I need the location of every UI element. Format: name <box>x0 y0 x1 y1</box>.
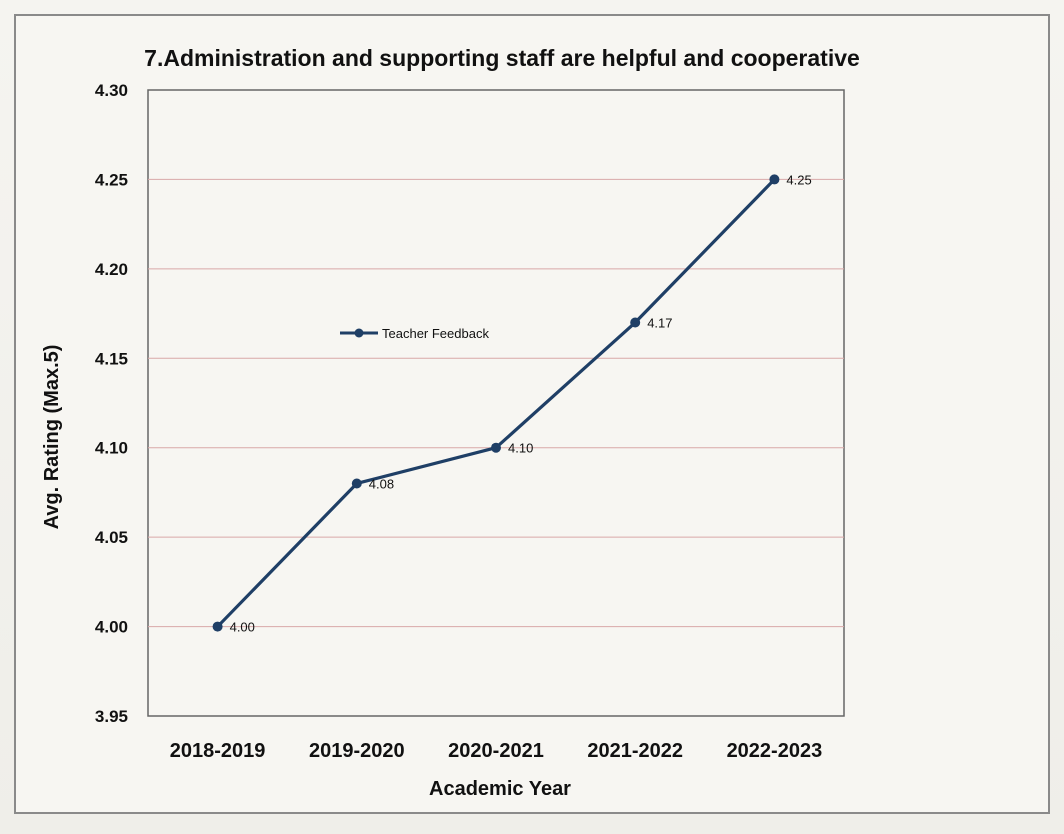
x-tick-label: 2021-2022 <box>587 740 683 762</box>
y-axis-ticks: 3.95 4.00 4.05 4.10 4.15 4.20 4.25 4.30 <box>95 81 128 726</box>
data-point <box>351 478 362 489</box>
legend-label: Teacher Feedback <box>382 326 489 341</box>
y-tick-label: 3.95 <box>95 707 128 726</box>
x-tick-label: 2019-2020 <box>309 740 405 762</box>
y-tick-label: 4.00 <box>95 618 128 637</box>
y-axis-title: Avg. Rating (Max.5) <box>41 345 63 530</box>
series-line <box>216 178 776 628</box>
data-label: 4.00 <box>230 620 255 635</box>
x-tick-label: 2018-2019 <box>170 740 266 762</box>
legend: Teacher Feedback <box>340 326 489 341</box>
data-point <box>769 174 780 185</box>
legend-marker <box>354 328 364 338</box>
y-tick-label: 4.20 <box>95 260 128 279</box>
chart-title: 7.Administration and supporting staff ar… <box>144 45 860 71</box>
data-label: 4.17 <box>647 316 672 331</box>
plot-area <box>147 89 845 717</box>
data-label: 4.10 <box>508 441 533 456</box>
y-tick-label: 4.30 <box>95 81 128 100</box>
data-point <box>491 442 501 453</box>
data-label: 4.25 <box>786 172 811 187</box>
y-tick-label: 4.25 <box>95 170 128 189</box>
data-point <box>212 621 223 632</box>
y-tick-label: 4.15 <box>95 349 128 368</box>
y-tick-label: 4.05 <box>95 528 128 547</box>
x-axis-title: Academic Year <box>429 778 571 800</box>
data-point <box>630 317 641 328</box>
gridlines <box>148 178 844 628</box>
x-axis-ticks: 2018-2019 2019-2020 2020-2021 2021-2022 2022… <box>170 740 822 762</box>
data-label: 4.08 <box>369 476 394 491</box>
x-tick-label: 2022-2023 <box>727 740 823 762</box>
x-tick-label: 2020-2021 <box>448 740 544 762</box>
y-tick-label: 4.10 <box>95 439 128 458</box>
series-teacher-feedback: 4.00 4.08 4.10 4.17 4.25 <box>212 172 812 635</box>
